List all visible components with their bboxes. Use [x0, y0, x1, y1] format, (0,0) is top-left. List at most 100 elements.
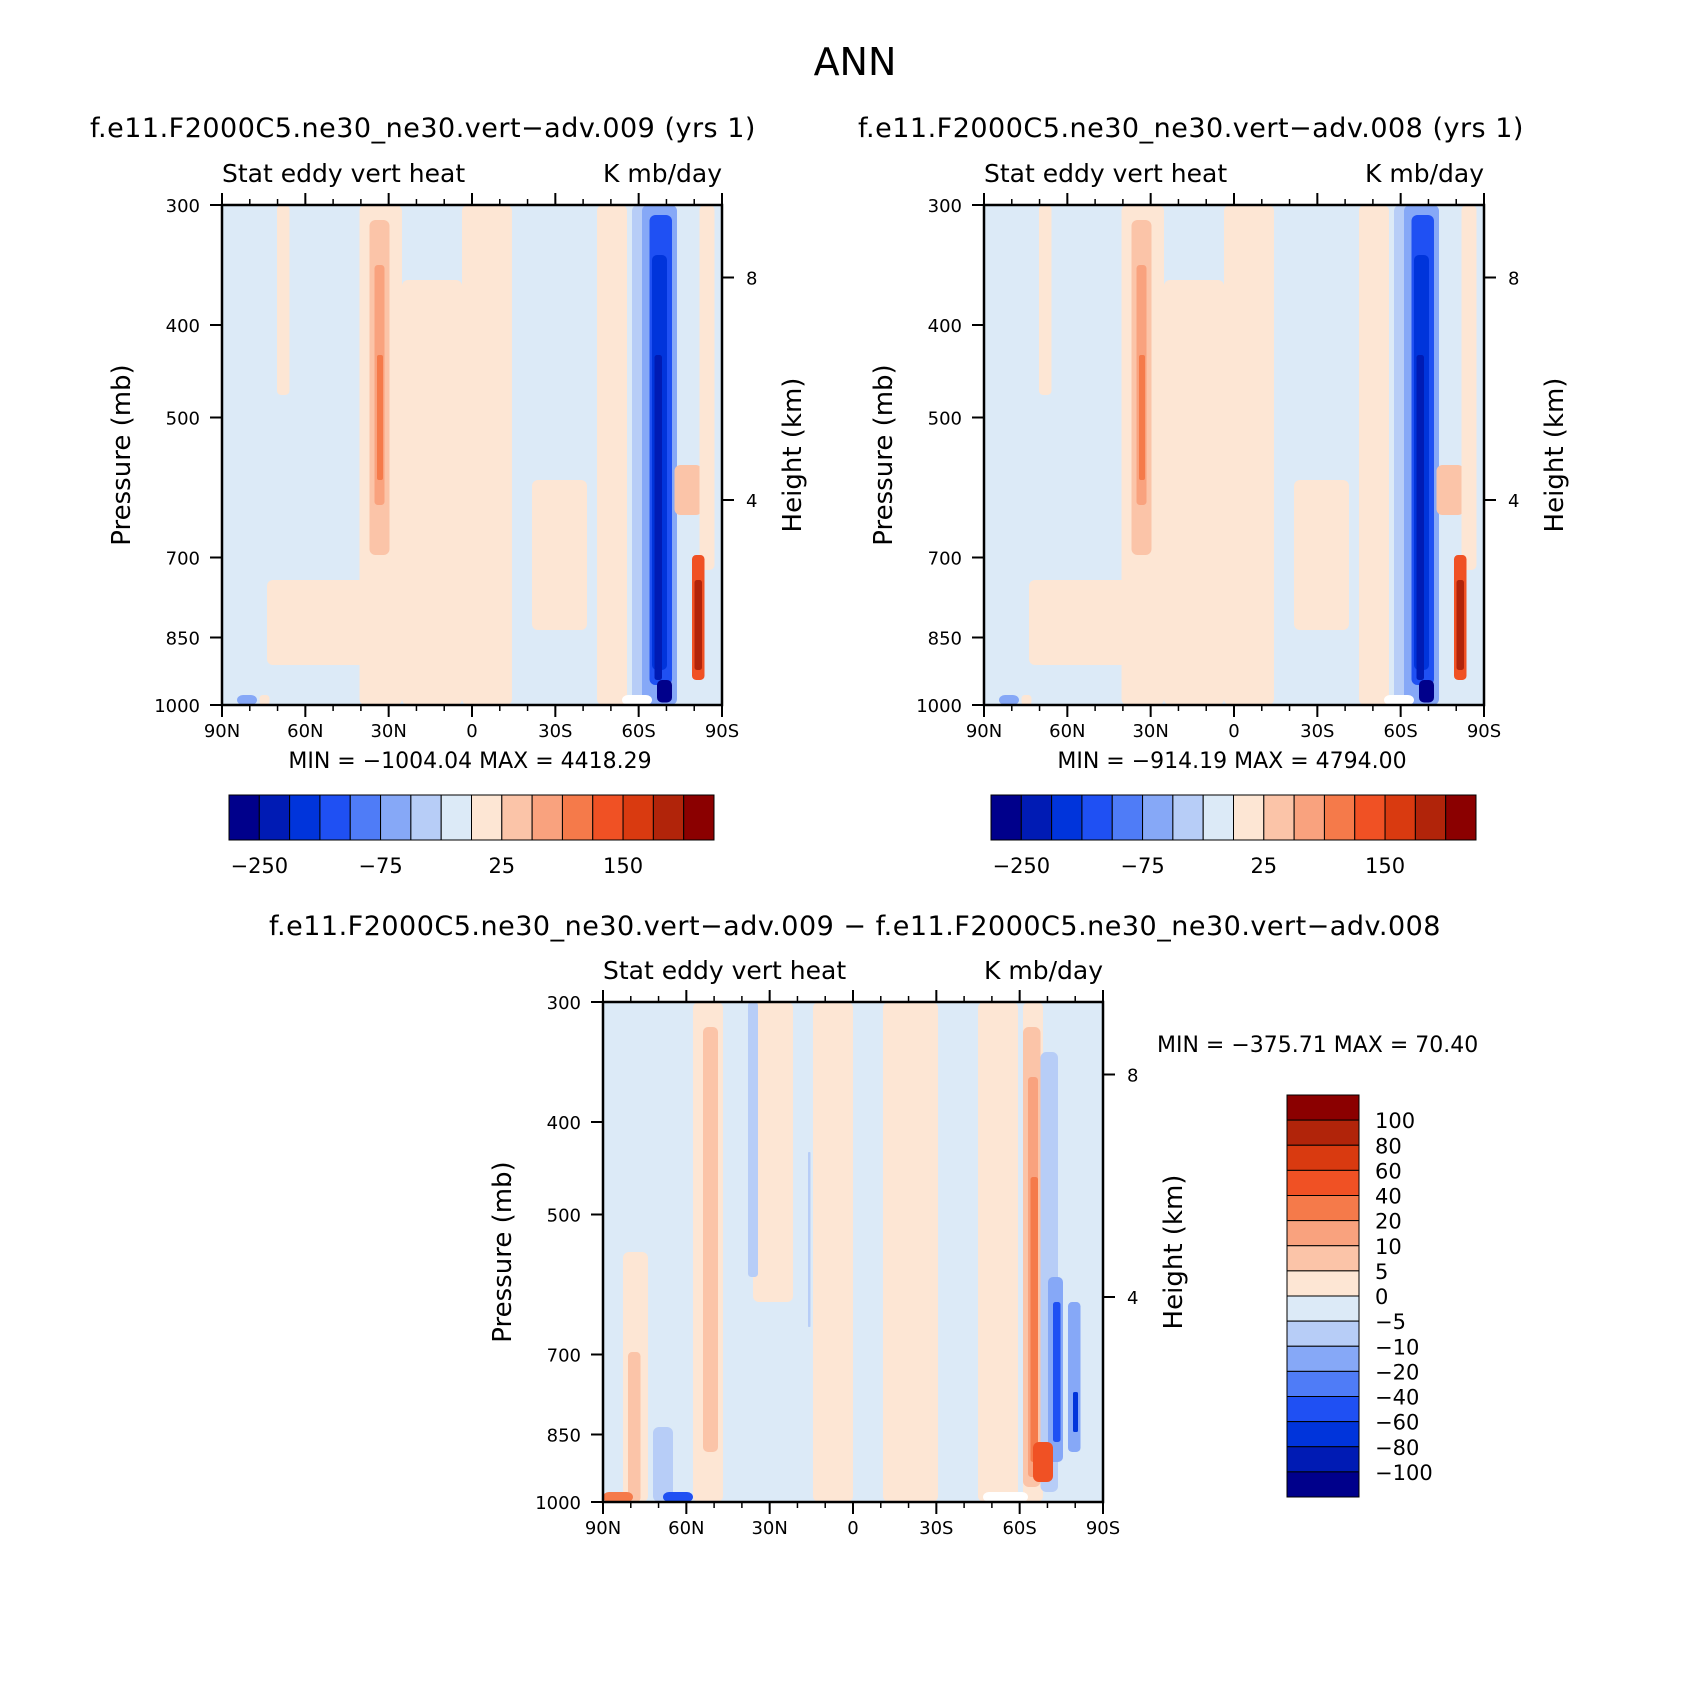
y-right-tick-label: 8 — [1127, 1066, 1138, 1087]
colorbar-label: 10 — [1375, 1235, 1402, 1259]
contour-region — [462, 205, 512, 705]
contour-region — [1039, 205, 1052, 395]
contour-region — [983, 1492, 1028, 1502]
colorbar-box — [1445, 794, 1477, 841]
left-string: Stat eddy vert heat — [603, 956, 846, 985]
colorbar: −250 −75 25 150 — [990, 794, 1477, 878]
y-tick-label: 700 — [547, 1346, 581, 1367]
colorbar-label: −10 — [1375, 1335, 1419, 1359]
colorbar-box — [319, 794, 351, 841]
colorbar-label: −100 — [1375, 1461, 1433, 1485]
contour-region — [753, 1002, 793, 1302]
contour-region — [999, 695, 1019, 705]
colorbar-box — [1286, 1195, 1360, 1222]
colorbar-box — [1286, 1320, 1360, 1347]
colorbar-box — [1233, 794, 1265, 841]
y-right-axis-label: Height (km) — [1159, 1175, 1189, 1330]
y-tick-label: 300 — [547, 993, 581, 1014]
colorbar-box — [258, 794, 291, 841]
y-tick-label: 300 — [928, 196, 962, 217]
colorbar-label: 20 — [1375, 1210, 1402, 1234]
colorbar-label: 40 — [1375, 1185, 1402, 1209]
colorbar-box — [1286, 1345, 1360, 1372]
contour-region — [699, 205, 715, 570]
heatmap-field — [603, 1002, 1103, 1502]
y-right-tick-label: 4 — [1127, 1288, 1138, 1309]
y-right-axis-label: Height (km) — [1540, 378, 1570, 533]
panel-title: f.e11.F2000C5.ne30_ne30.vert−adv.009 − f… — [269, 911, 1441, 942]
colorbar-box — [1081, 794, 1113, 841]
colorbar-box — [1286, 1370, 1360, 1397]
x-tick-label: 90S — [1086, 1518, 1120, 1539]
colorbar-label: −60 — [1375, 1411, 1419, 1435]
colorbar-box — [1286, 1245, 1360, 1272]
colorbar-box — [1202, 794, 1234, 841]
contour-region — [978, 1002, 1018, 1502]
panel-test: f.e11.F2000C5.ne30_ne30.vert−adv.009 (yr… — [90, 113, 808, 878]
y-axis-label: Pressure (mb) — [869, 364, 899, 545]
contour-region — [377, 355, 383, 480]
contour-region — [597, 205, 627, 705]
x-tick-label: 0 — [1228, 721, 1239, 742]
contour-region — [277, 205, 290, 395]
y-tick-label: 500 — [547, 1206, 581, 1227]
contour-region — [1224, 205, 1274, 705]
colorbar-box — [531, 794, 563, 841]
colorbar-box — [289, 794, 321, 841]
colorbar-label: −250 — [992, 854, 1050, 878]
y-right-axis-label: Height (km) — [778, 378, 808, 533]
colorbar-box — [440, 794, 472, 841]
contour-region — [1436, 465, 1464, 515]
colorbar-label: 25 — [1250, 854, 1277, 878]
x-tick-label: 30N — [370, 721, 406, 742]
x-tick-label: 30S — [1300, 721, 1334, 742]
colorbar-box — [1051, 794, 1083, 841]
colorbar-box — [1286, 1119, 1360, 1146]
colorbar-box — [1414, 794, 1447, 841]
contour-region — [267, 580, 397, 665]
y-axis-label: Pressure (mb) — [107, 364, 137, 545]
x-tick-label: 0 — [847, 1518, 858, 1539]
contour-region — [748, 1002, 758, 1277]
y-tick-label: 700 — [166, 549, 200, 570]
colorbar-box — [683, 794, 715, 841]
contour-region — [1073, 1392, 1078, 1432]
colorbar-box — [1263, 794, 1295, 841]
contour-region — [694, 580, 702, 670]
min-max-stats: MIN = −375.71 MAX = 70.40 — [1157, 1033, 1478, 1058]
colorbar-box — [1286, 1446, 1360, 1473]
contour-region — [603, 1492, 633, 1502]
colorbar-box — [410, 794, 442, 841]
colorbar-label: −5 — [1375, 1310, 1406, 1334]
right-string: K mb/day — [603, 159, 722, 188]
colorbar-label: 150 — [603, 854, 643, 878]
contour-region — [1164, 280, 1224, 705]
y-tick-label: 700 — [928, 549, 962, 570]
x-tick-label: 30S — [538, 721, 572, 742]
contour-region — [1359, 205, 1389, 705]
colorbar-box — [1384, 794, 1416, 841]
colorbar-box — [1020, 794, 1053, 841]
contour-region — [622, 695, 652, 705]
colorbar-box — [349, 794, 382, 841]
colorbar-label: 80 — [1375, 1134, 1402, 1158]
contour-region — [1021, 695, 1032, 705]
contour-region — [657, 680, 672, 703]
x-tick-label: 60S — [1002, 1518, 1036, 1539]
x-tick-label: 30N — [751, 1518, 787, 1539]
contour-region — [1456, 580, 1464, 670]
min-max-stats: MIN = −1004.04 MAX = 4418.29 — [288, 749, 651, 774]
y-tick-label: 400 — [547, 1113, 581, 1134]
colorbar-box — [622, 794, 654, 841]
colorbar-label: 150 — [1365, 854, 1405, 878]
y-right-tick-label: 8 — [1508, 269, 1519, 290]
x-tick-label: 90N — [966, 721, 1002, 742]
y-tick-label: 1000 — [916, 696, 962, 717]
x-tick-label: 30S — [919, 1518, 953, 1539]
colorbar-label: 60 — [1375, 1159, 1402, 1183]
contour-region — [532, 480, 587, 630]
colorbar-box — [1142, 794, 1174, 841]
contour-region — [1030, 1177, 1038, 1462]
contour-region — [1139, 355, 1145, 480]
